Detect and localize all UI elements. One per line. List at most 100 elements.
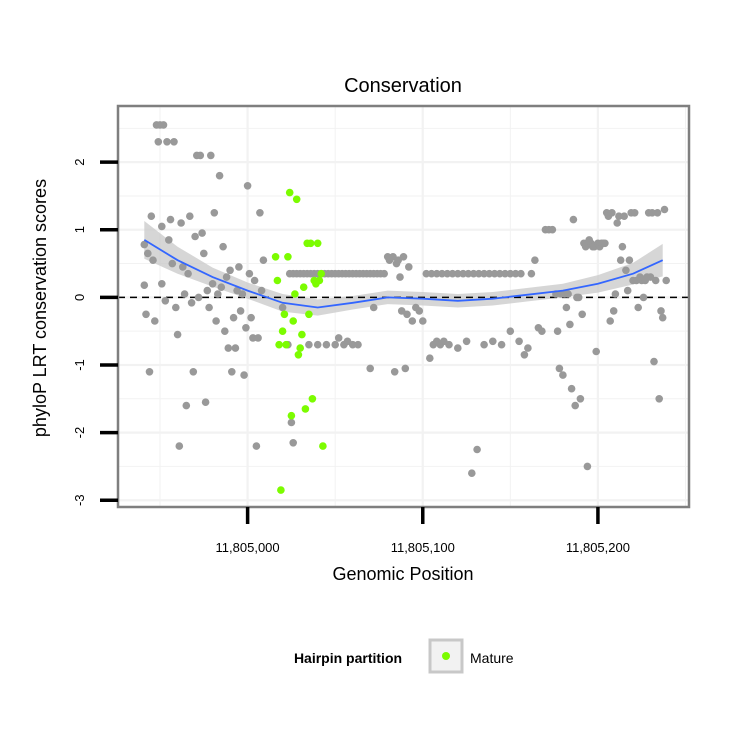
data-point-other <box>343 337 352 346</box>
data-point-other <box>625 256 634 265</box>
data-point-other <box>648 209 656 217</box>
data-point-other <box>247 313 255 322</box>
data-point-other <box>562 303 571 312</box>
data-point-other <box>524 344 532 352</box>
data-point-other <box>145 368 154 376</box>
data-point-other <box>473 445 481 454</box>
data-point-other <box>229 313 238 322</box>
data-point-other <box>408 317 417 325</box>
legend-key-mature <box>442 652 450 660</box>
data-point-other <box>140 240 149 249</box>
data-point-other <box>166 215 175 224</box>
data-point-other <box>158 280 166 288</box>
data-point-other <box>184 269 192 278</box>
data-point-other <box>419 317 427 325</box>
data-point-other <box>468 469 476 478</box>
data-point-other <box>489 337 497 346</box>
data-point-other <box>475 269 483 278</box>
data-point-other <box>240 371 248 379</box>
data-point-other <box>354 340 362 349</box>
data-point-other <box>496 269 504 278</box>
data-point-other <box>527 269 536 278</box>
data-point-other <box>511 269 520 278</box>
data-point-other <box>531 256 539 265</box>
data-point-other <box>606 317 614 325</box>
data-point-other <box>567 384 576 393</box>
data-point-other <box>611 290 620 298</box>
data-points <box>140 121 670 494</box>
data-point-other <box>490 269 499 278</box>
data-point-mature <box>305 310 313 319</box>
data-point-other <box>653 209 662 217</box>
data-point-other <box>571 401 579 410</box>
data-point-other <box>369 303 378 312</box>
plot-panel <box>116 104 691 509</box>
data-point-other <box>608 209 616 217</box>
data-point-other <box>165 236 173 244</box>
data-point-other <box>287 418 296 427</box>
y-axis-title: phyloP LRT conservation scores <box>30 179 50 437</box>
data-point-other <box>422 269 431 278</box>
data-point-other <box>250 276 259 285</box>
data-point-other <box>238 290 247 298</box>
data-point-mature <box>280 310 289 319</box>
data-point-other <box>517 269 525 278</box>
data-point-other <box>623 286 632 295</box>
x-tick-label: 11,805,200 <box>566 540 630 555</box>
data-point-other <box>305 340 313 349</box>
data-point-other <box>144 249 152 258</box>
data-point-other <box>256 209 264 217</box>
data-point-other <box>454 344 462 352</box>
data-point-other <box>196 151 205 160</box>
data-point-mature <box>306 239 315 248</box>
data-point-other <box>140 281 149 290</box>
data-point-other <box>427 269 436 278</box>
data-point-mature <box>277 486 285 494</box>
data-point-mature <box>275 340 283 349</box>
data-point-other <box>616 256 625 265</box>
data-point-other <box>170 138 178 146</box>
data-point-other <box>380 269 389 278</box>
data-point-other <box>175 442 184 450</box>
data-point-other <box>426 354 434 363</box>
data-point-other <box>278 303 287 312</box>
data-point-other <box>257 286 266 295</box>
data-point-other <box>154 138 163 146</box>
panel-border <box>116 104 691 509</box>
data-point-other <box>222 273 231 281</box>
data-point-other <box>657 307 665 315</box>
data-point-other <box>396 273 404 281</box>
data-point-mature <box>271 252 280 261</box>
data-point-mature <box>291 290 299 298</box>
data-point-other <box>259 256 268 265</box>
data-point-other <box>520 351 529 359</box>
data-point-other <box>158 222 166 231</box>
data-point-other <box>182 401 191 410</box>
data-point-other <box>566 320 574 329</box>
data-point-mature <box>308 395 317 403</box>
data-point-other <box>245 269 254 278</box>
y-tick-label: -2 <box>72 427 87 439</box>
data-point-other <box>177 219 185 227</box>
data-point-other <box>243 182 252 190</box>
data-point-other <box>403 310 411 319</box>
data-point-other <box>235 263 243 271</box>
legend: Hairpin partition Mature <box>294 638 514 674</box>
data-point-other <box>574 293 583 302</box>
data-point-other <box>622 266 630 275</box>
data-point-other <box>615 212 623 220</box>
data-point-other <box>313 340 322 349</box>
data-point-other <box>564 290 572 298</box>
y-tick-label: 1 <box>72 226 87 233</box>
x-axis: 11,805,000 11,805,100 11,805,200 <box>216 507 630 555</box>
chart-title: Conservation <box>344 75 462 97</box>
data-point-other <box>454 269 462 278</box>
data-point-other <box>189 368 198 376</box>
data-point-other <box>448 269 457 278</box>
data-point-other <box>576 395 585 403</box>
data-point-other <box>180 290 189 298</box>
data-point-other <box>217 283 226 292</box>
data-point-other <box>485 269 494 278</box>
data-point-other <box>366 364 375 373</box>
